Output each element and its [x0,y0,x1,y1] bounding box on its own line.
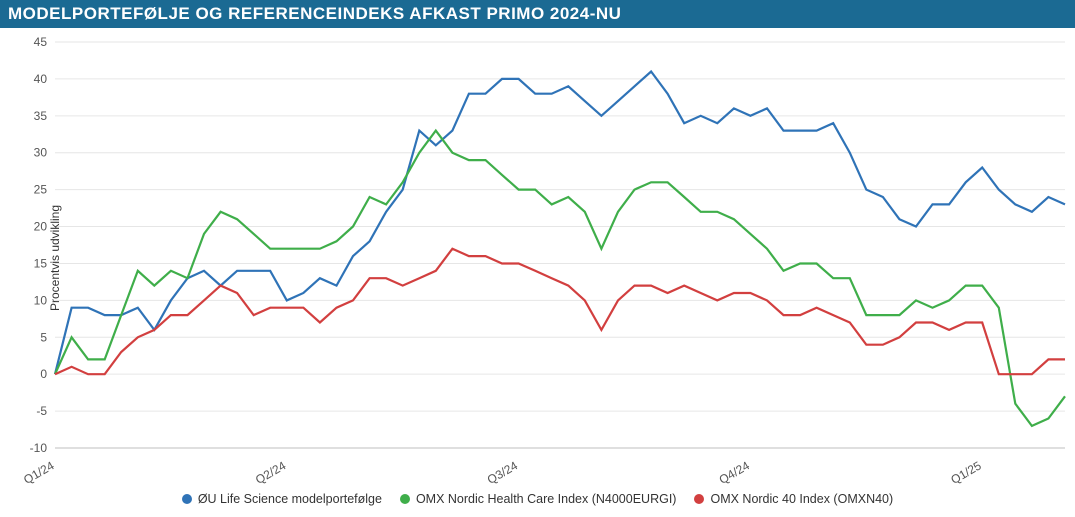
svg-text:Q3/24: Q3/24 [485,458,521,487]
svg-text:0: 0 [40,367,47,381]
legend-item: OMX Nordic Health Care Index (N4000EURGI… [400,492,677,506]
chart-area: Procentvis udvikling -10 -5 0 5 10 15 20 25 30 35… [0,28,1075,488]
legend-item: OMX Nordic 40 Index (OMXN40) [694,492,893,506]
svg-text:25: 25 [34,183,48,197]
legend-label: OMX Nordic Health Care Index (N4000EURGI… [416,492,677,506]
legend-dot [400,494,410,504]
chart-legend: ØU Life Science modelportefølge OMX Nord… [0,488,1075,514]
svg-text:40: 40 [34,72,48,86]
svg-text:Q4/24: Q4/24 [717,458,753,487]
svg-text:Q1/24: Q1/24 [21,458,57,487]
svg-text:Q1/25: Q1/25 [948,458,984,487]
svg-text:35: 35 [34,109,48,123]
chart-title: MODELPORTEFØLJE OG REFERENCEINDEKS AFKAS… [8,4,621,23]
line-chart-svg: -10 -5 0 5 10 15 20 25 30 35 40 45 Q1/24 Q2/24 Q3/24 Q4… [0,28,1075,488]
svg-text:30: 30 [34,146,48,160]
legend-label: ØU Life Science modelportefølge [198,492,382,506]
svg-text:15: 15 [34,256,48,270]
svg-text:-5: -5 [36,404,47,418]
chart-title-bar: MODELPORTEFØLJE OG REFERENCEINDEKS AFKAS… [0,0,1075,28]
y-axis-label: Procentvis udvikling [48,205,62,311]
svg-text:Q2/24: Q2/24 [253,458,289,487]
svg-text:5: 5 [40,330,47,344]
legend-dot [182,494,192,504]
svg-text:10: 10 [34,293,48,307]
legend-dot [694,494,704,504]
svg-text:-10: -10 [30,441,48,455]
legend-label: OMX Nordic 40 Index (OMXN40) [710,492,893,506]
svg-text:20: 20 [34,220,48,234]
legend-item: ØU Life Science modelportefølge [182,492,382,506]
svg-text:45: 45 [34,35,48,49]
